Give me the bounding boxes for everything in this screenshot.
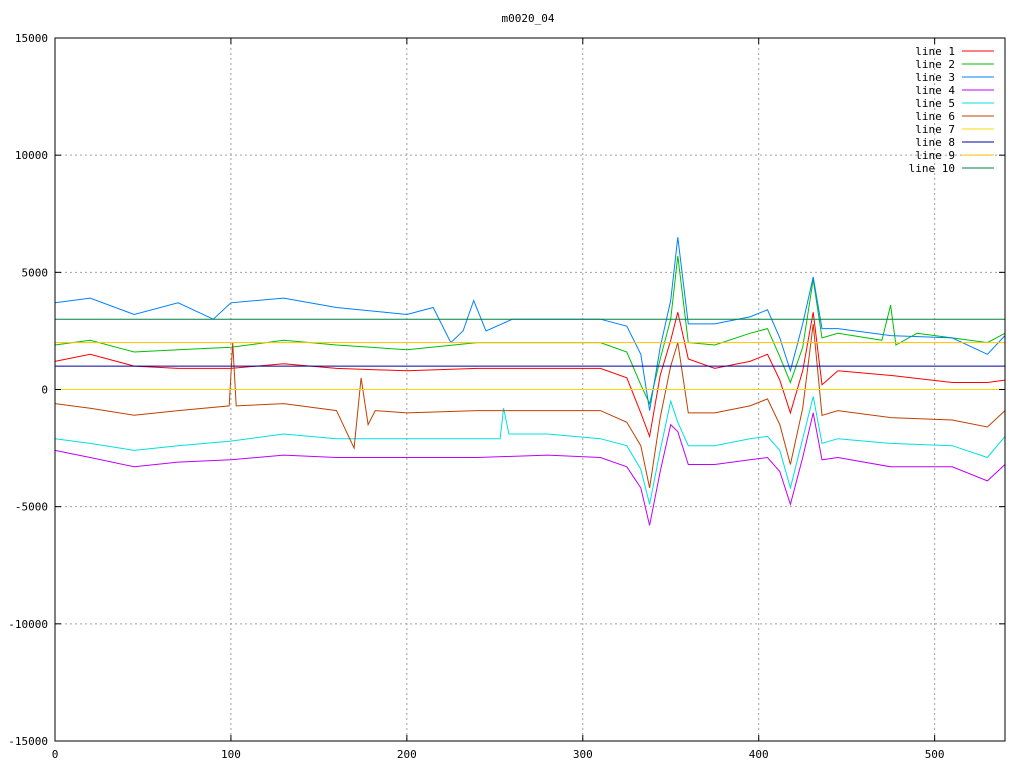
chart-title: m0020_04	[502, 12, 555, 25]
legend-label: line 4	[915, 84, 955, 97]
legend-label: line 9	[915, 149, 955, 162]
y-tick-label: 15000	[15, 32, 48, 45]
series-line-1	[54, 312, 1006, 439]
legend-label: line 2	[915, 58, 955, 71]
series-line-3	[54, 237, 1006, 411]
y-tick-label: -15000	[8, 735, 48, 748]
x-tick-label: 0	[52, 748, 59, 761]
x-tick-label: 200	[397, 748, 417, 761]
legend-label: line 5	[915, 97, 955, 110]
series-line-2	[54, 255, 1006, 406]
x-tick-label: 400	[749, 748, 769, 761]
y-tick-label: -10000	[8, 618, 48, 631]
series-lines	[54, 237, 1006, 526]
legend-label: line 6	[915, 110, 955, 123]
y-tick-label: 5000	[22, 266, 49, 279]
legend-label: line 1	[915, 45, 955, 58]
series-line-4	[54, 412, 1006, 526]
x-tick-label: 500	[925, 748, 945, 761]
x-tick-label: 100	[221, 748, 241, 761]
x-tick-label: 300	[573, 748, 593, 761]
series-line-5	[54, 396, 1006, 505]
y-tick-label: 10000	[15, 149, 48, 162]
legend-label: line 8	[915, 136, 955, 149]
legend-label: line 3	[915, 71, 955, 84]
y-tick-label: 0	[41, 384, 48, 397]
series-line-6	[54, 323, 1006, 489]
legend-label: line 7	[915, 123, 955, 136]
x-axis: 0 100 200 300 400 500	[52, 38, 945, 761]
legend-label: line 10	[909, 162, 955, 175]
y-tick-label: -5000	[15, 501, 48, 514]
y-axis: 15000 10000 5000 0 -5000 -10000 -15000	[8, 32, 1005, 748]
